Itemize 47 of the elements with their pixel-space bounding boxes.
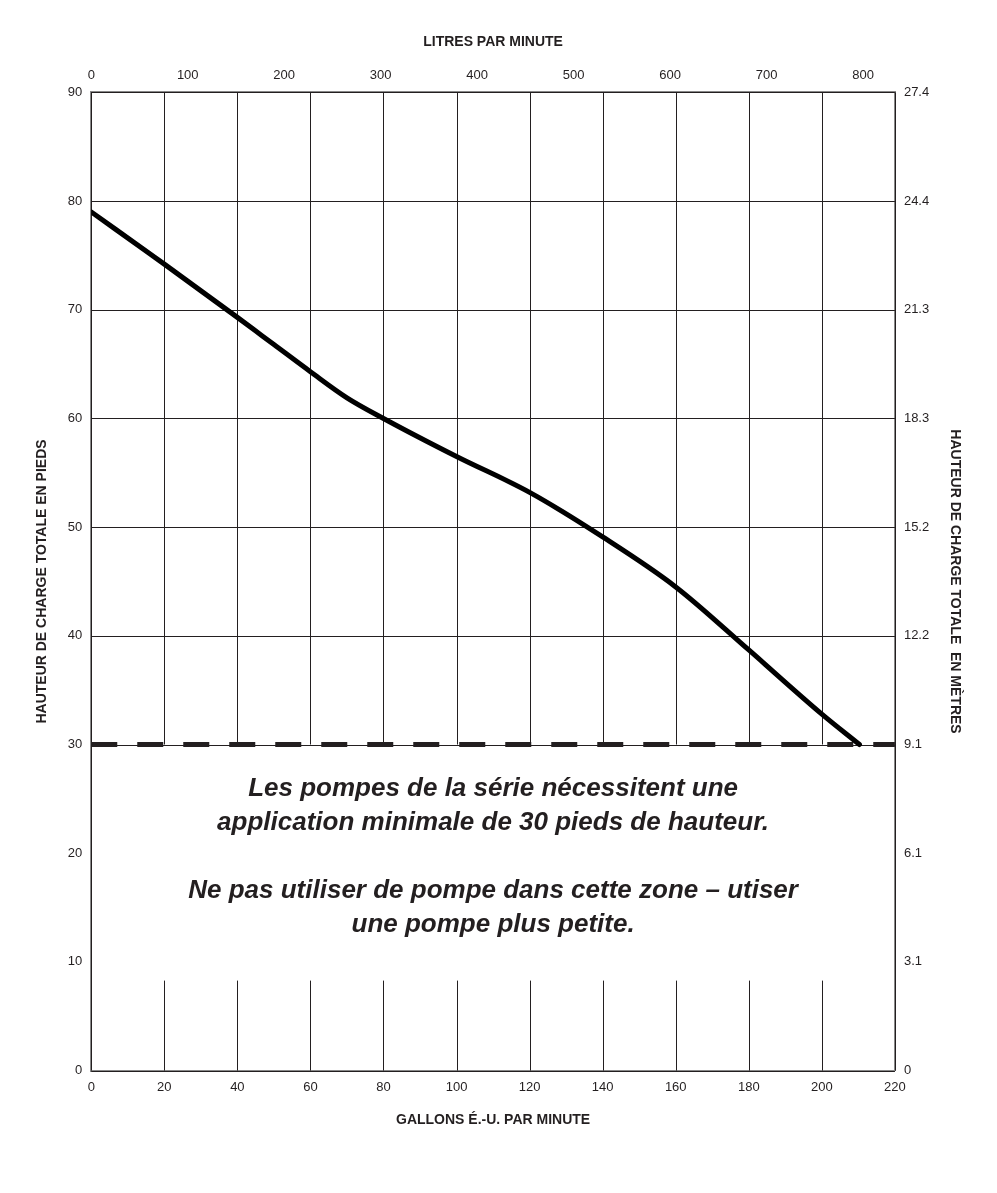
y-axis-title: HAUTEUR DE CHARGE TOTALE EN PIEDS [33, 439, 50, 724]
x2-tick-label: 0 [87, 67, 95, 83]
x-tick-label: 200 [810, 1078, 833, 1094]
x-tick-label: 80 [376, 1078, 391, 1094]
y-tick-label: 70 [67, 301, 83, 317]
y-tick-label: 50 [67, 518, 83, 534]
x-tick-label: 60 [303, 1078, 318, 1094]
x2-tick-label: 700 [755, 67, 778, 83]
y-tick-label: 60 [67, 410, 83, 426]
x2-tick-label: 300 [369, 67, 392, 83]
annotation: Ne pas utiliser de pompe dans cette zone – utiser une pompe plus petite. [188, 873, 800, 938]
y-tick-label: 20 [67, 844, 83, 860]
y2-tick-label: 18.3 [903, 409, 930, 425]
x2-tick-label: 500 [562, 67, 585, 83]
y2-tick-label: 21.3 [903, 301, 930, 317]
y-tick-label: 80 [67, 192, 83, 208]
x-tick-label: 120 [518, 1078, 541, 1094]
x2-tick-label: 600 [659, 67, 681, 83]
y2-tick-label: 3.1 [903, 953, 922, 969]
x-tick-label: 140 [591, 1078, 614, 1094]
y2-tick-label: 12.2 [903, 627, 930, 643]
y-tick-label: 40 [67, 627, 83, 643]
y2-axis-title: HAUTEUR DE CHARGE TOTALE EN MÈTRES [947, 429, 964, 734]
y-tick-label: 30 [67, 736, 83, 752]
y2-tick-label: 15.2 [903, 518, 930, 534]
y2-tick-label: 24.4 [903, 192, 930, 208]
x-tick-label: 180 [737, 1078, 760, 1094]
y-tick-label: 90 [67, 83, 83, 99]
x-axis-title: GALLONS É.-U. PAR MINUTE [395, 1111, 591, 1128]
x-tick-label: 160 [664, 1078, 687, 1094]
x2-tick-label: 400 [466, 67, 489, 83]
x2-tick-label: 100 [176, 67, 199, 83]
annotation: Les pompes de la série nécessitent une application minimale de 30 pieds de hauteur. [217, 771, 770, 836]
y2-tick-label: 0 [903, 1062, 912, 1078]
x-tick-label: 20 [157, 1078, 172, 1094]
x-tick-label: 100 [445, 1078, 468, 1094]
y-tick-label: 10 [67, 953, 83, 969]
y2-tick-label: 9.1 [903, 736, 922, 752]
x2-tick-label: 800 [852, 67, 874, 83]
x-tick-label: 0 [87, 1078, 95, 1094]
y2-tick-label: 27.4 [903, 83, 930, 99]
x2-axis-title: LITRES PAR MINUTE [423, 33, 563, 50]
x-tick-label: 40 [230, 1078, 245, 1094]
x2-tick-label: 200 [273, 67, 296, 83]
y2-tick-label: 6.1 [903, 844, 922, 860]
y-tick-label: 0 [75, 1062, 83, 1078]
x-tick-label: 220 [884, 1078, 906, 1094]
